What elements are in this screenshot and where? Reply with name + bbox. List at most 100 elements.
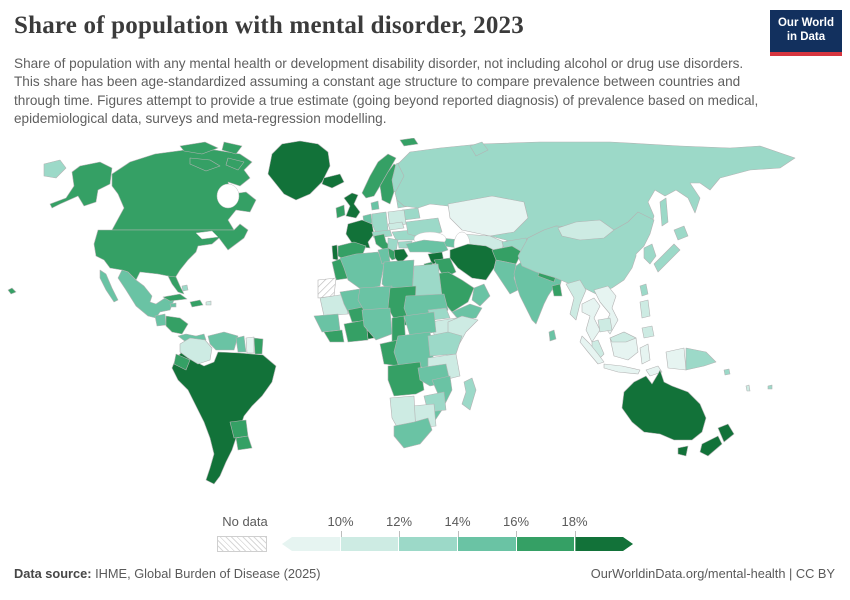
map-region-cuba[interactable] — [162, 293, 188, 302]
map-region-novaya-zemlya[interactable] — [469, 141, 489, 157]
map-region-nigeria[interactable] — [361, 307, 393, 341]
map-region-korea[interactable] — [643, 243, 657, 265]
map-region-thailand[interactable] — [581, 297, 601, 343]
map-region-fiji[interactable] — [767, 384, 773, 390]
map-region-guyana[interactable] — [235, 335, 247, 353]
map-region-venezuela[interactable] — [207, 331, 239, 351]
map-region-canada-arctic[interactable] — [225, 157, 245, 171]
map-region-ivory-ghana[interactable] — [343, 319, 369, 343]
map-region-timor[interactable] — [645, 365, 663, 377]
map-region-norway[interactable] — [361, 153, 397, 199]
map-region-svalbard[interactable] — [399, 137, 419, 147]
map-region-czech-slovakia[interactable] — [387, 221, 405, 231]
map-region-alaska[interactable] — [49, 161, 113, 209]
map-region-greece[interactable] — [393, 248, 409, 265]
map-region-denmark[interactable] — [370, 200, 380, 211]
legend-bin-0[interactable] — [282, 537, 341, 551]
map-region-new-zealand-south[interactable] — [699, 435, 723, 457]
no-data-label: No data — [222, 514, 268, 529]
map-region-laos-vietnam[interactable] — [593, 285, 619, 335]
map-region-canada-arctic[interactable] — [179, 141, 219, 155]
map-region-bangladesh[interactable] — [551, 283, 563, 297]
map-region-chukotka[interactable] — [43, 159, 67, 179]
map-region-portugal[interactable] — [331, 244, 339, 261]
world-map-svg — [7, 137, 796, 485]
map-region-philippines-luzon[interactable] — [639, 299, 651, 319]
map-region-west-papua[interactable] — [665, 347, 687, 371]
map-region-hispaniola[interactable] — [189, 299, 204, 308]
map-region-ireland[interactable] — [335, 204, 346, 219]
map-region-uk[interactable] — [343, 192, 361, 219]
map-region-myanmar[interactable] — [565, 279, 587, 321]
legend-tick-label-0: 10% — [327, 514, 354, 529]
map-region-solomons[interactable] — [723, 368, 731, 376]
map-region-canada-arctic[interactable] — [221, 141, 243, 155]
map-region-usa-florida[interactable] — [167, 275, 185, 295]
map-region-sumatra[interactable] — [579, 335, 605, 365]
map-region-kazakhstan[interactable] — [447, 195, 529, 237]
map-region-bahamas[interactable] — [181, 284, 189, 292]
map-region-sulawesi[interactable] — [639, 343, 651, 365]
legend-bin-4[interactable] — [516, 537, 576, 551]
legend-bin-5[interactable] — [575, 537, 633, 551]
map-region-new-zealand-north[interactable] — [717, 423, 735, 443]
map-region-puerto-rico[interactable] — [205, 300, 212, 306]
map-region-australia[interactable] — [621, 369, 707, 441]
map-region-tasmania[interactable] — [677, 445, 689, 457]
map-region-sakhalin[interactable] — [659, 197, 669, 227]
map-region-french-guiana[interactable] — [253, 337, 264, 355]
license-link[interactable]: OurWorldinData.org/mental-health | CC BY — [590, 566, 835, 581]
map-region-sri-lanka[interactable] — [548, 329, 557, 342]
map-region-vanuatu[interactable] — [745, 384, 751, 392]
map-region-germany[interactable] — [371, 211, 389, 234]
map-region-hawaii[interactable] — [7, 287, 17, 295]
owid-logo[interactable]: Our World in Data — [770, 10, 842, 56]
map-region-mexico-mainland[interactable] — [117, 269, 175, 319]
map-region-suriname[interactable] — [245, 336, 255, 354]
map-region-sierra-liberia[interactable] — [323, 329, 345, 343]
map-region-algeria[interactable] — [339, 251, 385, 291]
map-region-jamaica[interactable] — [169, 302, 177, 308]
map-region-mauritania[interactable] — [319, 293, 349, 317]
map-region-south-africa[interactable] — [393, 417, 433, 449]
legend-bin-2[interactable] — [399, 537, 459, 551]
map-region-japan-hokkaido[interactable] — [673, 225, 689, 241]
map-region-mongolia[interactable] — [557, 219, 615, 241]
map-region-central-african-republic[interactable] — [403, 311, 437, 337]
map-region-iceland[interactable] — [321, 173, 345, 189]
map-region-south-america-core[interactable] — [171, 351, 277, 485]
map-region-philippines-mindanao[interactable] — [641, 325, 655, 339]
map-region-japan-honshu[interactable] — [653, 243, 681, 273]
map-region-cambodia[interactable] — [597, 317, 613, 333]
map-region-senegal-guinea[interactable] — [313, 313, 341, 333]
legend-bin-1[interactable] — [340, 537, 400, 551]
map-region-iran[interactable] — [449, 243, 499, 281]
map-region-france[interactable] — [345, 219, 375, 249]
map-region-canada-arctic[interactable] — [189, 157, 221, 172]
map-region-malaysia-borneo[interactable] — [609, 331, 637, 343]
map-region-greenland[interactable] — [267, 140, 331, 201]
map-region-angola[interactable] — [387, 361, 425, 397]
legend-tick-label-1: 12% — [385, 514, 413, 529]
map-region-uganda-kenya[interactable] — [427, 331, 463, 357]
legend-bin-3[interactable] — [458, 537, 517, 551]
map-legend: No data 10% 12% 14% 16% 18% — [0, 512, 850, 556]
map-region-usa[interactable] — [93, 223, 249, 281]
map-region-uruguay[interactable] — [235, 435, 253, 451]
map-region-iraq[interactable] — [433, 257, 457, 279]
map-region-mexico[interactable] — [99, 269, 119, 303]
map-region-taiwan[interactable] — [639, 283, 649, 297]
map-region-egypt[interactable] — [411, 263, 443, 299]
map-region-oman[interactable] — [471, 283, 491, 307]
map-region-java[interactable] — [603, 363, 641, 375]
map-region-papua-new-guinea[interactable] — [685, 347, 717, 371]
no-data-swatch[interactable] — [217, 536, 267, 552]
great-lakes — [195, 230, 219, 240]
map-region-guatemala[interactable] — [154, 313, 167, 327]
map-region-madagascar[interactable] — [461, 377, 477, 411]
map-region-honduras-nicaragua[interactable] — [165, 315, 189, 335]
map-region-ecuador[interactable] — [173, 353, 191, 371]
map-region-colombia[interactable] — [179, 337, 213, 365]
map-region-western-sahara[interactable] — [317, 277, 337, 299]
